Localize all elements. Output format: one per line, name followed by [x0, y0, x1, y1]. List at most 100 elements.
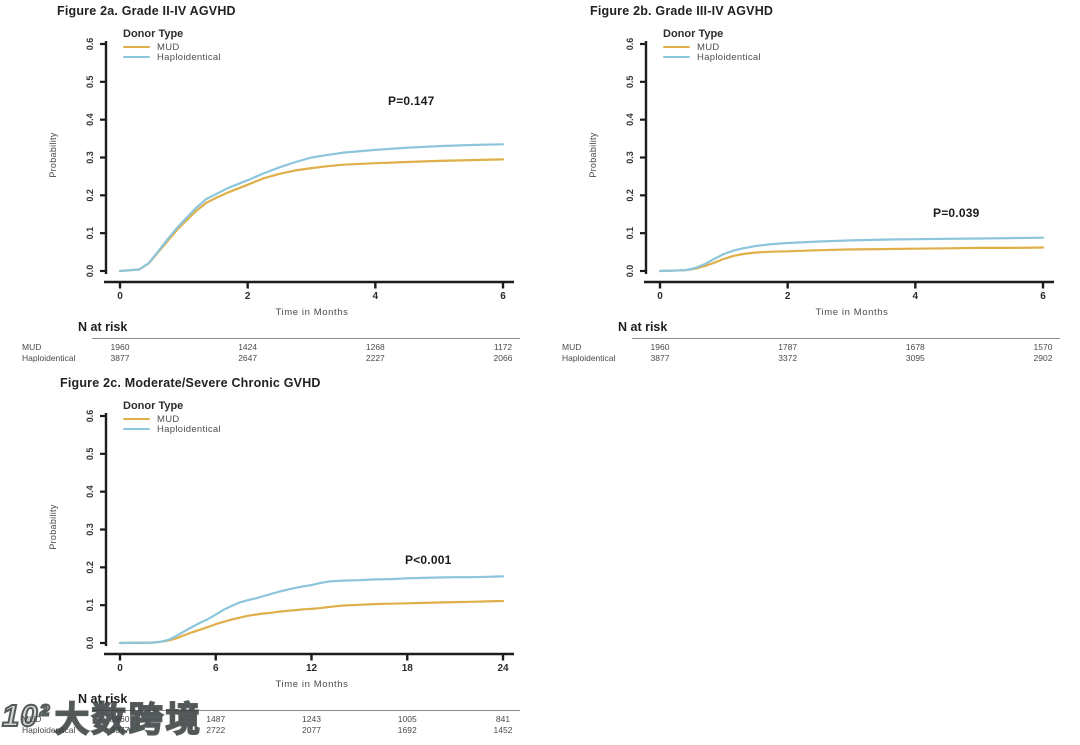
row-label: MUD [562, 342, 582, 352]
watermark-logo-icon: 10² [1, 697, 50, 734]
legend-item-mud: MUD [663, 41, 761, 53]
legend-item-haploidentical: Haploidentical [123, 51, 221, 63]
n-at-risk-row-mud: MUD 1960 1487 1243 1005 841 [0, 714, 540, 725]
x-tick-label: 2 [785, 291, 791, 302]
n-at-risk-value: 1692 [397, 725, 417, 735]
y-tick-label: 0.1 [625, 227, 635, 240]
watermark: 10² 大数跨境 [1, 692, 203, 740]
n-at-risk-row-haploidentical: Haploidentical 3877 2647 2227 2066 [0, 353, 540, 364]
y-tick-label: 0.0 [85, 265, 95, 278]
n-at-risk-row-haploidentical: Haploidentical 3877 2722 2077 1692 1452 [0, 725, 540, 736]
n-at-risk-value: 3877 [650, 353, 670, 363]
plot-area: 0.0 0.1 0.2 0.3 0.4 0.5 0.6 0 6 12 18 24 [85, 410, 514, 674]
figure-title: Figure 2b. Grade III-IV AGVHD [590, 4, 774, 18]
n-at-risk-header: N at risk [78, 320, 128, 334]
y-tick-label: 0.2 [625, 189, 635, 202]
mud-line-swatch [123, 417, 150, 421]
n-at-risk-value: 1570 [1033, 342, 1053, 352]
n-at-risk-value: 1172 [493, 342, 513, 352]
x-tick-label: 24 [497, 663, 509, 674]
x-tick-label: 6 [1040, 291, 1046, 302]
y-tick-label: 0.3 [625, 151, 635, 164]
series-haploidentical-line [658, 236, 1045, 273]
row-label: MUD [22, 342, 42, 352]
mud-line-swatch [663, 45, 690, 49]
legend-label: Haploidentical [157, 51, 221, 63]
legend-label: MUD [697, 41, 720, 53]
figure-title: Figure 2c. Moderate/Severe Chronic GVHD [60, 376, 321, 390]
watermark-text: 大数跨境 [54, 700, 203, 740]
x-tick-label: 0 [657, 291, 663, 302]
x-tick-label: 12 [306, 663, 318, 674]
n-at-risk-value: 1487 [206, 714, 226, 724]
n-at-risk-header: N at risk [618, 320, 668, 334]
panel-figure-2a: Figure 2a. Grade II-IV AGVHD 0.0 0.1 0.2 0.… [0, 0, 540, 372]
y-axis: 0.0 0.1 0.2 0.3 0.4 0.5 0.6 [625, 38, 648, 278]
series-haploidentical-line [118, 143, 505, 273]
row-label: Haploidentical [22, 725, 76, 735]
legend: Donor Type MUD Haploidentical [123, 28, 221, 63]
y-tick-label: 0.5 [85, 76, 95, 89]
y-axis-label: Probability [588, 132, 598, 178]
y-axis-label: Probability [48, 504, 58, 550]
n-at-risk-value: 1960 [110, 714, 130, 724]
n-at-risk-value: 1268 [365, 342, 385, 352]
p-value: P=0.147 [388, 94, 435, 108]
y-tick-label: 0.4 [625, 113, 635, 126]
y-tick-label: 0.3 [85, 151, 95, 164]
y-tick-label: 0.0 [625, 265, 635, 278]
n-at-risk-rule [92, 710, 520, 711]
row-label: Haploidentical [22, 353, 76, 363]
n-at-risk-value: 1005 [397, 714, 417, 724]
n-at-risk-value: 2647 [238, 353, 258, 363]
n-at-risk-value: 2077 [302, 725, 321, 735]
y-tick-label: 0.6 [85, 410, 95, 423]
y-tick-label: 0.1 [85, 599, 95, 612]
x-axis-label: Time in Months [275, 307, 349, 318]
plot-area: 0.0 0.1 0.2 0.3 0.4 0.5 0.6 0 2 4 6 [625, 38, 1054, 302]
x-tick-label: 2 [245, 291, 251, 302]
legend-label: Haploidentical [157, 423, 221, 435]
x-tick-label: 4 [373, 291, 379, 302]
n-at-risk-header: N at risk [78, 692, 128, 706]
n-at-risk-value: 1452 [493, 725, 513, 735]
plot-area: 0.0 0.1 0.2 0.3 0.4 0.5 0.6 0 2 4 6 [85, 38, 514, 302]
x-axis: 0 2 4 6 [644, 280, 1054, 302]
legend-label: MUD [157, 41, 180, 53]
y-tick-label: 0.5 [85, 448, 95, 461]
n-at-risk-value: 3372 [778, 353, 798, 363]
legend-item-mud: MUD [123, 413, 221, 425]
n-at-risk-value: 841 [495, 714, 511, 724]
figure-title: Figure 2a. Grade II-IV AGVHD [57, 4, 236, 18]
n-at-risk-value: 1243 [302, 714, 321, 724]
legend-title: Donor Type [123, 400, 184, 412]
n-at-risk-value: 2227 [365, 353, 385, 363]
x-tick-label: 0 [117, 291, 123, 302]
y-tick-label: 0.3 [85, 523, 95, 536]
haploidentical-line-swatch [123, 427, 150, 431]
x-tick-label: 6 [500, 291, 506, 302]
n-at-risk-value: 1960 [110, 342, 130, 352]
panel-figure-2b: Figure 2b. Grade III-IV AGVHD 0.0 0.1 0.2 0… [540, 0, 1080, 372]
series-mud-line [118, 158, 505, 273]
legend-title: Donor Type [123, 28, 184, 40]
y-tick-label: 0.5 [625, 76, 635, 89]
x-tick-label: 6 [213, 663, 219, 674]
row-label: Haploidentical [562, 353, 616, 363]
legend-label: MUD [157, 413, 180, 425]
y-axis: 0.0 0.1 0.2 0.3 0.4 0.5 0.6 [85, 410, 108, 649]
y-axis: 0.0 0.1 0.2 0.3 0.4 0.5 0.6 [85, 38, 108, 278]
legend-label: Haploidentical [697, 51, 761, 63]
mud-line-swatch [123, 45, 150, 49]
legend: Donor Type MUD Haploidentical [123, 400, 221, 435]
y-tick-label: 0.2 [85, 189, 95, 202]
row-label: MUD [22, 714, 42, 724]
p-value: P=0.039 [933, 206, 980, 220]
haploidentical-line-swatch [663, 55, 690, 59]
n-at-risk-value: 3095 [905, 353, 925, 363]
x-axis-label: Time in Months [815, 307, 889, 318]
series-mud-line [658, 246, 1045, 273]
y-tick-label: 0.4 [85, 485, 95, 498]
n-at-risk-value: 2902 [1033, 353, 1053, 363]
